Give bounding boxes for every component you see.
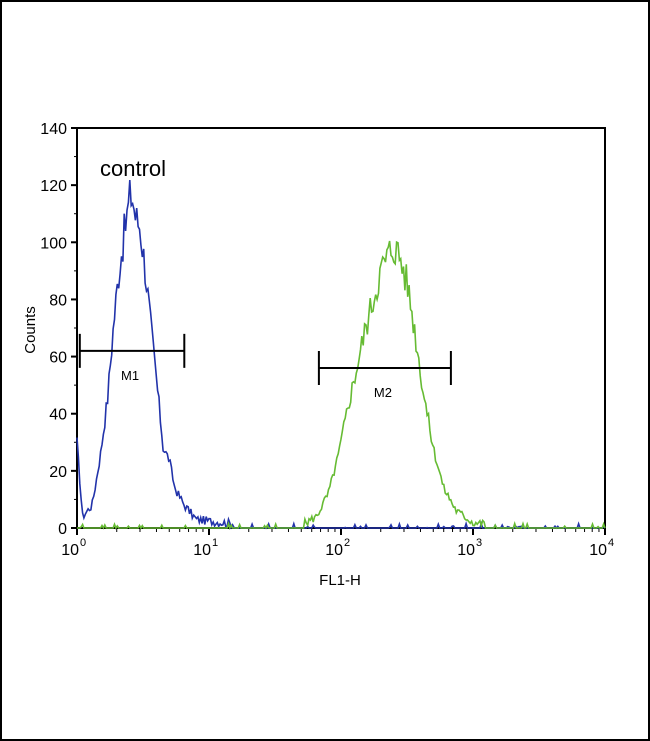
x-tick-label-1: 10 <box>193 542 211 559</box>
x-tick-exponent-4: 4 <box>608 537 614 549</box>
plot-area <box>76 127 606 529</box>
histogram-series-1 <box>77 240 606 531</box>
x-axis-title: FL1-H <box>319 572 361 589</box>
y-tick-label-5: 100 <box>40 235 67 252</box>
gate-layer: M1 M2 <box>78 333 452 400</box>
x-tick-exponent-0: 0 <box>80 537 86 549</box>
y-tick-label-3: 60 <box>49 350 67 367</box>
y-tick-label-4: 80 <box>49 292 67 309</box>
y-tick-label-2: 40 <box>49 407 67 424</box>
control-annotation: control <box>100 156 166 181</box>
y-tick-label-6: 120 <box>40 178 67 195</box>
series-layer <box>76 180 606 531</box>
y-tick-label-1: 20 <box>49 464 67 481</box>
x-axis: 10 0 10 1 10 2 10 3 10 4 <box>61 528 614 559</box>
x-tick-label-3: 10 <box>457 542 475 559</box>
gate-label-0: M1 <box>121 368 139 383</box>
y-tick-label-0: 0 <box>58 521 67 538</box>
x-tick-exponent-1: 1 <box>212 537 218 549</box>
x-tick-exponent-3: 3 <box>476 537 482 549</box>
x-tick-label-0: 10 <box>61 542 79 559</box>
y-tick-label-7: 140 <box>40 121 67 138</box>
y-axis: 0 20 40 60 80 100 120 140 <box>40 121 77 538</box>
x-tick-exponent-2: 2 <box>344 537 350 549</box>
x-tick-label-4: 10 <box>589 542 607 559</box>
gate-label-1: M2 <box>374 385 392 400</box>
x-tick-label-2: 10 <box>325 542 343 559</box>
y-axis-title: Counts <box>22 306 39 354</box>
